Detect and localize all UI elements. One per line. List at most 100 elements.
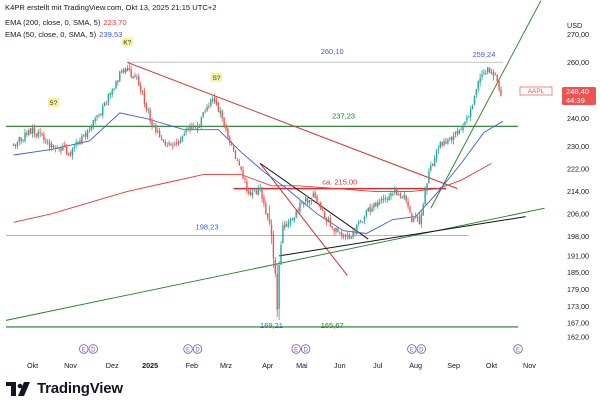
candle-body [79,140,81,145]
candle-body [117,80,119,83]
candle-body [380,198,383,201]
time-tick-label: Jun [334,361,346,370]
candle-body [102,106,104,116]
candle-body [464,122,466,125]
candle-body [227,128,229,138]
price-tick-label: 198,00 [567,232,589,241]
candle-body [58,148,60,150]
candle-body [439,142,442,149]
candle-body [18,137,20,142]
pattern-marker-box [47,97,59,107]
candle-body [475,89,478,95]
candle-body [50,143,53,147]
trend-line [127,61,458,190]
candle-body [67,153,70,155]
candle-body [234,150,237,159]
candle-body [342,235,345,237]
time-tick-label: Okt [486,361,497,370]
candle-body [333,228,335,232]
candle-body [261,187,263,199]
ema50-legend[interactable]: EMA (50, close, 0, SMA, 5) 239,53 [5,31,122,39]
candle-body [477,80,479,90]
ema200-legend-label: EMA (200, close, 0, SMA, 5) [5,18,101,27]
candle-body [130,69,132,78]
candle-body [488,67,491,73]
candle-body [268,218,271,224]
candle-body [198,126,201,128]
candle-body [285,224,288,227]
price-tick-label: 222,00 [567,164,589,173]
event-marker-label: E [410,347,414,353]
event-marker [291,344,301,354]
candle-body [405,195,407,201]
candle-body [249,191,252,196]
time-tick-label: Feb [186,361,198,370]
event-marker [513,344,523,354]
candle-body [221,110,223,119]
candle-body [454,131,457,135]
tradingview-logo-icon [6,381,30,396]
candle-body [265,203,267,214]
event-marker-label: E [294,347,298,353]
candle-body [418,216,421,225]
candle-body [437,148,440,150]
candle-body [75,142,77,146]
candle-body [191,126,193,131]
candle-body [397,194,400,196]
candle-body [323,211,326,218]
ema50-legend-value: 239,53 [99,30,123,39]
candle-body [172,145,174,147]
pattern-marker-box [121,37,133,47]
last-price-value: 248,40 [566,87,589,96]
candle-body [466,117,468,121]
tradingview-brand[interactable]: TradingView [6,380,123,397]
candle-body [386,198,388,200]
time-tick-label: 2025 [142,361,158,370]
candle-body [48,142,51,148]
price-tick-label: 260,00 [567,58,589,67]
candle-body [107,93,110,104]
candle-body [270,224,273,236]
candle-body [35,134,38,136]
candle-body [175,142,178,144]
price-tick-label: 162,00 [567,333,589,342]
candle-body [492,71,495,77]
ema200-legend[interactable]: EMA (200, close, 0, SMA, 5) 223,70 [5,19,127,27]
candle-body [318,203,320,205]
candle-body [215,100,218,105]
candle-body [45,140,47,142]
candle-body [428,171,430,183]
candle-body [337,227,339,233]
candle-body [314,192,316,198]
price-tick-label: 230,00 [567,142,589,151]
candle-body [388,196,390,201]
event-marker-label: D [91,347,96,353]
candle-body [136,77,138,79]
candle-body [257,188,259,196]
candle-body [98,114,100,116]
candle-body [443,140,445,146]
candle-body [407,201,409,207]
candle-body [212,99,214,102]
candle-body [297,209,299,211]
candle-body [37,131,39,137]
event-marker-label: E [186,347,190,353]
candle-body [246,181,248,192]
candle-body [272,234,275,259]
candle-body [458,130,460,134]
candle-body [481,74,483,78]
candle-body [445,141,447,144]
candle-body [111,89,113,95]
candle-body [354,230,356,233]
candle-body [382,198,385,201]
candle-body [369,206,371,212]
candle-body [54,147,57,149]
candle-body [73,146,75,148]
candle-body [225,125,227,130]
candle-body [185,130,187,133]
candle-body [105,103,108,105]
event-marker [79,344,89,354]
candle-body [244,178,246,180]
candle-body [291,218,294,221]
